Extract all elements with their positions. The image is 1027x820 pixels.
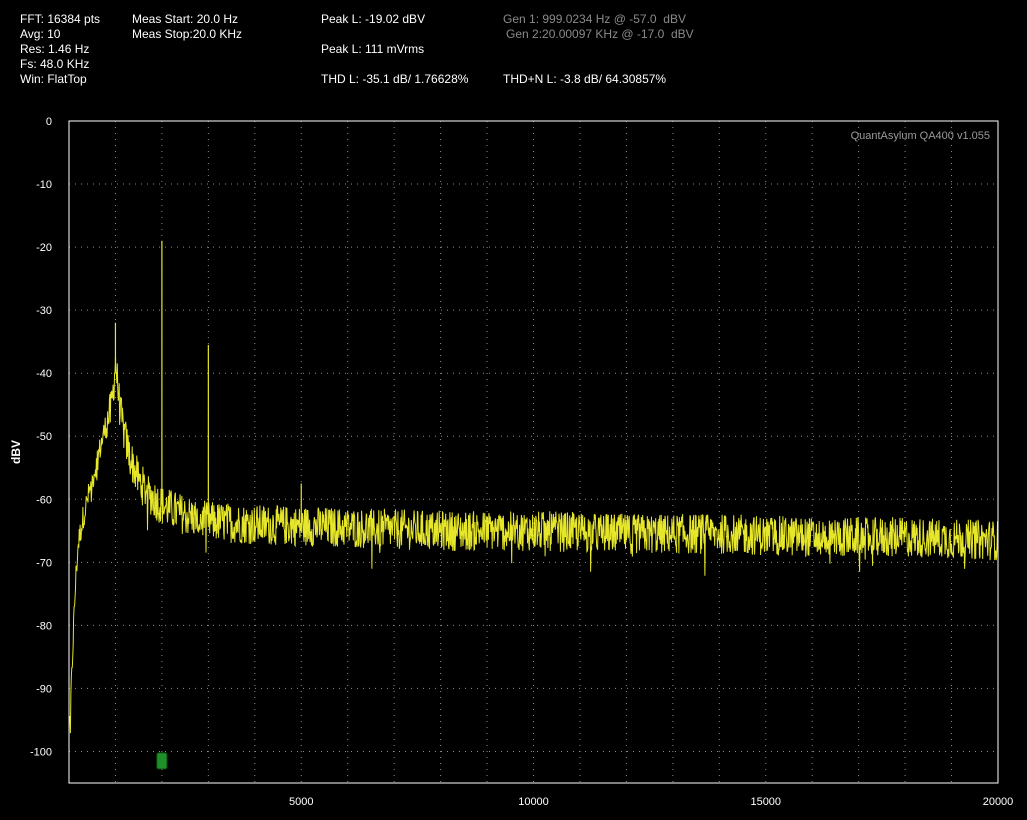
y-tick-label: -60 [36,494,52,506]
thdn-readout: THD+N L: -3.8 dB/ 64.30857% [503,72,667,86]
y-axis-label: dBV [9,440,23,464]
x-tick-label: 20000 [983,796,1014,808]
y-tick-label: -20 [36,242,52,254]
green-marker-icon [156,752,168,770]
y-tick-label: -40 [36,368,52,380]
marker-layer [156,752,168,770]
spectrum-trace-line [69,355,999,734]
trace-layer [69,240,999,734]
y-tick-label: -70 [36,557,52,569]
thd-readout: THD L: -35.1 dB/ 1.76628% [321,72,469,86]
meas-start-readout: Meas Start: 20.0 Hz [132,12,239,26]
grid-layer [69,121,998,783]
fft-size-readout: FFT: 16384 pts [20,12,101,26]
watermark-label: QuantAsylum QA400 v1.055 [851,130,990,142]
peak-vrms-readout: Peak L: 111 mVrms [321,42,425,56]
peak-dbv-readout: Peak L: -19.02 dBV [321,12,426,26]
y-tick-label: -30 [36,305,52,317]
gen2-readout: Gen 2:20.00097 KHz @ -17.0 dBV [506,27,694,41]
y-tick-label: -80 [36,620,52,632]
plot-frame [68,120,999,784]
y-tick-label: -10 [36,179,52,191]
window-readout: Win: FlatTop [20,72,87,86]
resolution-readout: Res: 1.46 Hz [20,42,90,56]
y-tick-label: 0 [46,116,52,128]
meas-stop-readout: Meas Stop:20.0 KHz [132,27,243,41]
axis-layer: 0 -10 -20 -30 -40 -50 -60 -70 -80 -90 -100 5000 1000… [30,116,1013,808]
y-tick-label: -50 [36,431,52,443]
x-tick-label: 15000 [750,796,781,808]
y-tick-label: -90 [36,683,52,695]
x-tick-label: 5000 [289,796,313,808]
averages-readout: Avg: 10 [20,27,61,41]
sample-rate-readout: Fs: 48.0 KHz [20,57,90,71]
x-tick-label: 10000 [518,796,549,808]
y-tick-label: -100 [30,746,52,758]
gen1-readout: Gen 1: 999.0234 Hz @ -57.0 dBV [503,12,686,26]
